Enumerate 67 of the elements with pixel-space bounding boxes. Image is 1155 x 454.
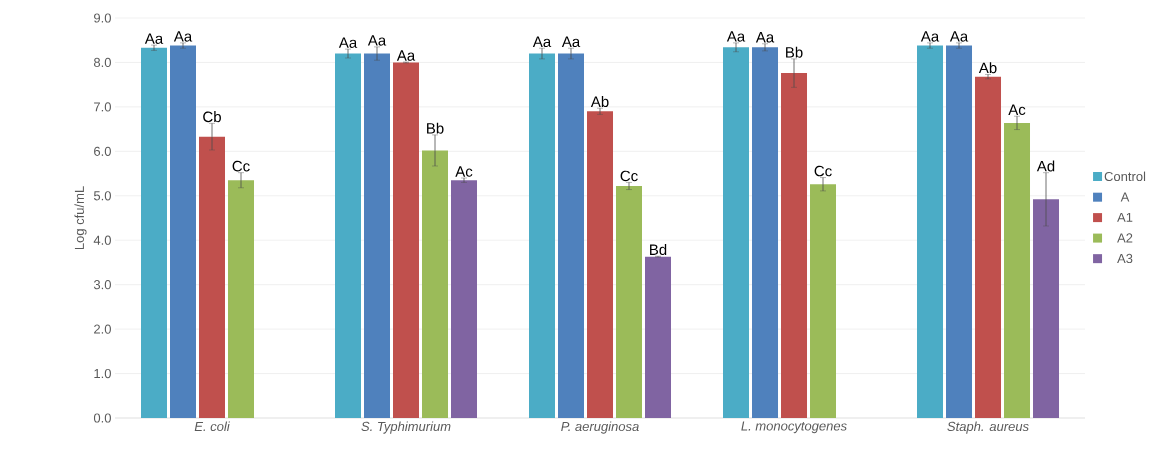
- bar: [645, 256, 671, 418]
- y-tick-label: 1.0: [94, 368, 111, 379]
- data-label: Aa: [726, 31, 746, 42]
- bar: [199, 136, 225, 418]
- x-tick-label: S. Typhimurium: [361, 421, 451, 434]
- data-label: Cc: [620, 170, 638, 182]
- bar: [228, 180, 254, 418]
- bar: [451, 180, 477, 418]
- y-tick-label: 3.0: [93, 280, 111, 290]
- y-tick-label: 0.0: [93, 413, 111, 423]
- data-label: Bb: [786, 46, 803, 58]
- data-label: Aa: [338, 37, 358, 48]
- bar: [781, 73, 808, 418]
- bar: [810, 184, 837, 418]
- bar: [917, 45, 944, 418]
- legend-label: A: [1120, 192, 1130, 202]
- data-label: Ac: [455, 166, 473, 177]
- data-label: Bb: [427, 122, 444, 134]
- bar: [723, 47, 750, 418]
- data-label: Cc: [814, 165, 832, 177]
- legend-label: A1: [1117, 212, 1133, 222]
- data-label: Aa: [755, 32, 775, 43]
- bar: [529, 53, 555, 418]
- bar: [393, 62, 419, 418]
- y-tick-label: 8.0: [93, 57, 111, 68]
- y-tick-label: 6.0: [94, 146, 111, 156]
- bar: [170, 45, 196, 418]
- data-label: Aa: [173, 31, 193, 42]
- data-label: Aa: [144, 33, 164, 44]
- legend-label: A3: [1117, 253, 1133, 264]
- bar: [335, 53, 361, 418]
- legend-label: Control: [1104, 171, 1146, 182]
- bar: [616, 186, 642, 418]
- bar: [1004, 122, 1031, 418]
- y-tick-label: 7.0: [94, 102, 111, 112]
- x-tick-label: Staph. aureus: [947, 421, 1029, 434]
- data-label: Aa: [920, 31, 940, 42]
- x-tick-label: L. monocytogenes: [741, 421, 847, 434]
- x-tick-label: E. coli: [194, 421, 230, 432]
- y-tick-label: 9.0: [94, 13, 111, 23]
- bar: [1033, 199, 1060, 418]
- y-tick-label: 4.0: [93, 235, 111, 245]
- data-label: Cb: [203, 111, 221, 123]
- y-tick-label: 2.0: [94, 324, 111, 334]
- data-label: Aa: [367, 35, 387, 46]
- bar: [558, 53, 584, 418]
- data-label: Bd: [650, 244, 667, 256]
- bar: [364, 53, 390, 418]
- data-label: Ad: [1036, 160, 1055, 172]
- data-label: Ab: [590, 96, 609, 108]
- data-label: Cc: [232, 160, 250, 172]
- legend-label: A2: [1117, 233, 1133, 243]
- data-label: Aa: [532, 36, 552, 48]
- data-label: Aa: [949, 31, 969, 42]
- bar: [975, 76, 1002, 418]
- bar: [587, 111, 613, 418]
- bar: [752, 47, 779, 418]
- bar: [422, 150, 448, 418]
- data-label: Aa: [396, 50, 416, 61]
- data-label: Ab: [978, 62, 997, 74]
- data-label: Ac: [1008, 104, 1026, 116]
- bar: [946, 45, 973, 418]
- x-tick-label: P. aeruginosa: [561, 421, 639, 434]
- y-axis-title: Log cfu/mL: [74, 186, 87, 250]
- data-label: Aa: [561, 36, 581, 48]
- bar: [141, 47, 167, 418]
- y-tick-label: 5.0: [93, 191, 111, 201]
